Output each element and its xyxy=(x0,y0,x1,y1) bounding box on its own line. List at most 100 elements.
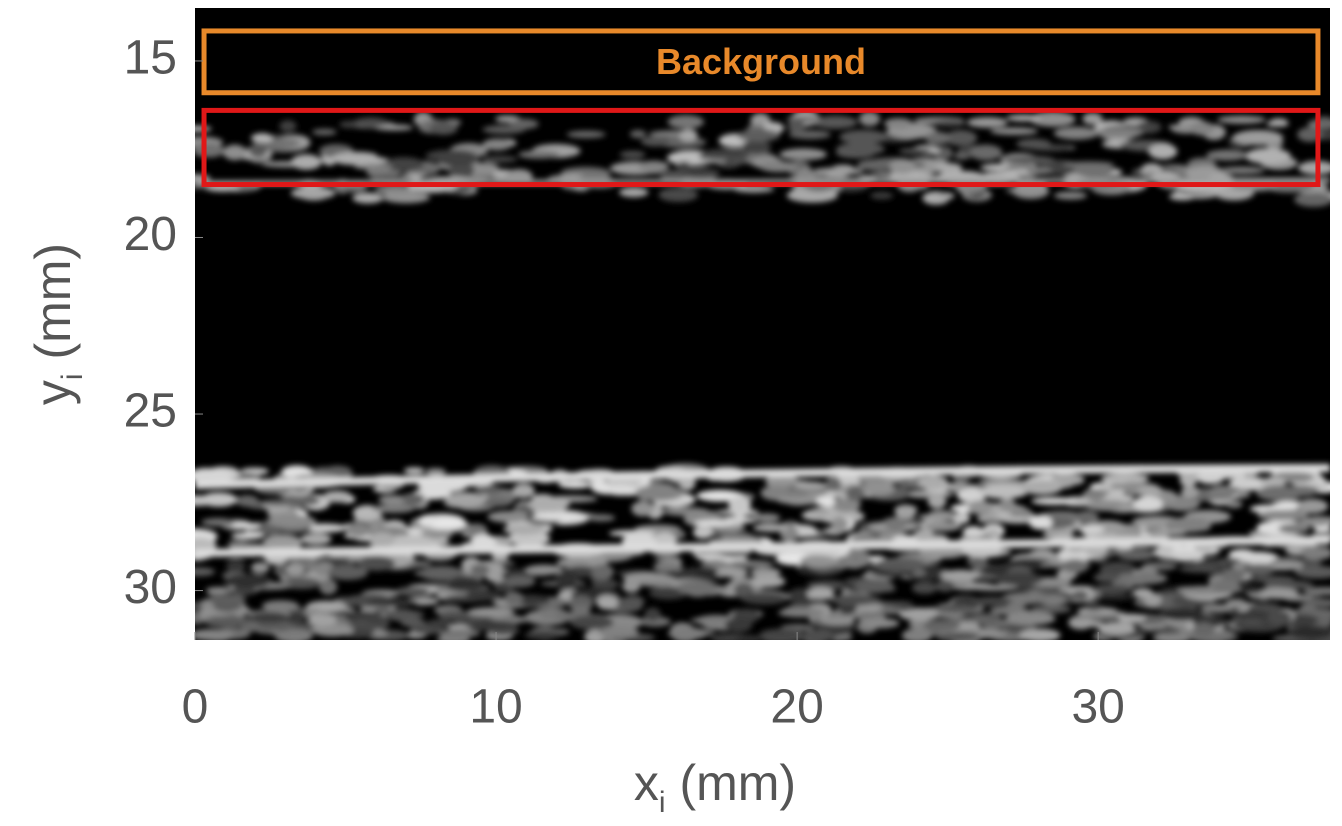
speckle xyxy=(267,514,316,528)
speckle xyxy=(1236,551,1279,565)
speckle xyxy=(816,496,836,507)
speckle xyxy=(464,590,502,601)
speckle xyxy=(899,607,939,621)
speckle xyxy=(200,492,238,507)
speckle xyxy=(480,498,513,508)
speckle xyxy=(1199,510,1225,519)
speckle xyxy=(1016,138,1052,150)
speckle xyxy=(1133,496,1163,512)
speckle xyxy=(1169,551,1205,562)
speckle xyxy=(927,494,947,509)
speckle xyxy=(879,607,906,615)
speckle xyxy=(1090,584,1132,594)
speckle xyxy=(854,578,894,594)
speckle xyxy=(311,622,354,637)
speckle xyxy=(933,119,966,127)
speckle xyxy=(1232,129,1284,146)
speckle xyxy=(296,186,331,201)
speckle xyxy=(716,567,749,578)
speckle xyxy=(725,559,774,568)
speckle xyxy=(913,529,935,542)
speckle xyxy=(750,575,786,588)
speckle xyxy=(1249,575,1295,583)
speckle xyxy=(286,562,304,576)
speckle xyxy=(248,611,290,624)
speckle xyxy=(786,188,838,203)
speckle xyxy=(251,133,273,143)
speckle xyxy=(346,524,371,538)
y-tick-label: 15 xyxy=(124,32,177,85)
speckle xyxy=(935,580,955,592)
speckle xyxy=(1003,155,1055,165)
speckle xyxy=(384,535,436,551)
speckle xyxy=(1310,598,1330,608)
speckle xyxy=(753,523,790,532)
speckle xyxy=(934,604,977,613)
speckle xyxy=(279,120,297,133)
speckle xyxy=(358,555,396,571)
speckle xyxy=(858,604,884,612)
speckle xyxy=(839,129,888,145)
speckle xyxy=(967,500,993,515)
speckle xyxy=(1287,625,1330,640)
speckle xyxy=(886,565,906,573)
speckle xyxy=(1053,126,1099,140)
speckle xyxy=(1021,479,1063,495)
speckle xyxy=(1260,587,1299,599)
speckle xyxy=(1268,610,1292,626)
speckle xyxy=(831,497,861,513)
speckle xyxy=(1061,559,1089,574)
speckle xyxy=(952,512,970,524)
speckle xyxy=(587,554,609,567)
speckle xyxy=(845,485,866,502)
speckle xyxy=(834,472,863,488)
speckle xyxy=(1296,498,1329,514)
speckle xyxy=(831,559,870,569)
speckle xyxy=(419,514,436,527)
speckle xyxy=(591,564,615,580)
speckle xyxy=(481,155,518,163)
speckle xyxy=(354,117,388,128)
speckle xyxy=(419,165,439,175)
speckle xyxy=(883,118,913,129)
speckle xyxy=(631,501,654,517)
speckle xyxy=(1001,591,1050,605)
y-axis-label: yi (mm) xyxy=(25,243,89,405)
x-tick-label: 20 xyxy=(770,681,823,734)
speckle xyxy=(222,144,247,161)
speckle xyxy=(504,591,524,606)
speckle xyxy=(894,504,917,519)
speckle xyxy=(471,534,497,549)
speckle xyxy=(724,617,753,633)
speckle xyxy=(678,475,696,491)
speckle xyxy=(527,496,570,512)
speckle xyxy=(1295,519,1330,527)
speckle xyxy=(1031,497,1077,505)
speckle xyxy=(570,615,614,630)
speckle xyxy=(1266,120,1289,128)
speckle xyxy=(859,111,880,127)
speckle xyxy=(1071,590,1089,602)
speckle xyxy=(248,142,268,158)
speckle xyxy=(940,569,981,582)
speckle xyxy=(1098,621,1136,635)
speckle xyxy=(677,580,719,595)
speckle xyxy=(1148,143,1178,160)
speckle xyxy=(1092,593,1134,601)
speckle xyxy=(1299,545,1330,561)
speckle xyxy=(447,576,483,592)
y-tick-label: 30 xyxy=(124,561,177,614)
speckle xyxy=(230,532,265,540)
speckle xyxy=(1217,115,1266,124)
speckle xyxy=(403,467,425,475)
speckle xyxy=(1256,485,1303,502)
speckle xyxy=(1211,579,1241,594)
speckle xyxy=(300,532,332,546)
speckle xyxy=(870,191,894,200)
speckle xyxy=(619,150,646,159)
speckle xyxy=(978,484,1029,499)
speckle xyxy=(836,142,885,156)
speckle xyxy=(270,138,300,148)
speckle xyxy=(531,512,581,521)
speckle xyxy=(861,481,896,496)
